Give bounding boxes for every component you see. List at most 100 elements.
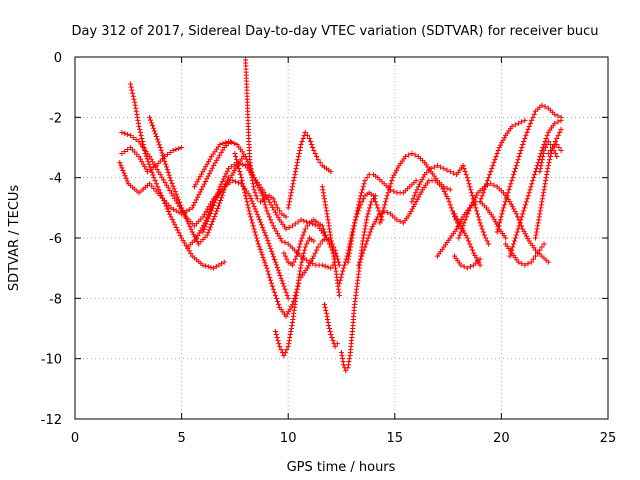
data-point [291,175,297,181]
data-point [543,135,549,142]
data-point [446,199,452,205]
data-point [349,238,355,244]
data-point [162,179,168,186]
data-point [515,259,522,265]
data-point [138,132,144,139]
data-point [249,220,255,226]
data-point [520,211,526,217]
data-point [161,155,167,162]
data-point [461,220,467,226]
data-point [498,214,504,220]
data-point [208,264,214,271]
data-point [505,190,511,196]
data-point [300,253,306,259]
data-point [474,208,480,214]
data-point [281,283,287,289]
data-point [351,223,357,229]
data-point [540,190,547,196]
data-point [254,235,260,241]
data-point [252,229,258,235]
data-point [502,199,508,205]
data-point [546,159,552,166]
data-point [312,250,318,256]
data-point [274,334,280,341]
data-point [410,204,417,210]
data-point [240,161,246,168]
data-point [509,123,515,129]
data-point [474,211,481,217]
data-point [265,268,271,274]
data-point [522,262,528,268]
data-point [157,144,163,151]
data-point [345,259,351,265]
data-point [304,219,310,225]
data-point [135,120,142,126]
data-point [497,142,504,148]
data-point [307,260,313,266]
data-point [544,172,550,178]
data-point [491,159,497,166]
data-point [255,214,261,220]
data-point [165,208,172,215]
data-point [473,205,479,211]
data-point [242,193,249,199]
data-point [544,169,550,175]
data-point [555,119,561,125]
data-point [289,223,296,229]
data-point [133,108,139,114]
data-point [507,184,513,190]
data-point [272,292,279,298]
data-point [153,181,160,187]
data-point [484,178,491,184]
data-point [209,219,216,225]
data-point [504,193,510,199]
data-point [209,201,216,208]
data-point [249,198,255,204]
data-point [526,123,532,129]
data-point [203,217,209,223]
data-point [190,202,197,208]
data-point [220,140,226,147]
data-point [531,111,537,117]
data-point [158,147,164,153]
data-point [341,262,348,268]
data-point [221,259,227,265]
data-point [343,368,349,374]
data-point [168,205,174,211]
data-point [321,229,328,235]
data-point [346,356,353,362]
data-point [208,168,214,174]
data-point [296,244,302,250]
data-point [541,241,547,247]
data-point [475,214,481,220]
data-point [133,105,139,111]
data-point [558,117,564,123]
data-point [292,172,298,178]
data-point [165,169,171,175]
data-point [289,322,295,329]
data-point [188,226,194,232]
data-point [163,161,169,167]
data-point [326,322,332,329]
data-point [355,202,362,208]
data-point [520,226,526,232]
data-point [532,253,539,259]
data-point [290,181,296,187]
data-point [523,199,529,205]
data-point [234,159,240,166]
data-point [360,184,366,190]
data-point [320,190,326,196]
data-point [386,187,392,193]
data-point [402,153,409,160]
data-point [355,205,361,211]
data-point [265,238,271,244]
data-point [257,187,263,194]
data-point [206,227,212,233]
x-tick-label: 0 [71,431,79,446]
data-point [346,250,353,256]
data-point [295,153,302,160]
data-point [167,187,173,194]
data-point [495,147,501,154]
data-point [359,187,365,193]
data-point [286,224,292,231]
